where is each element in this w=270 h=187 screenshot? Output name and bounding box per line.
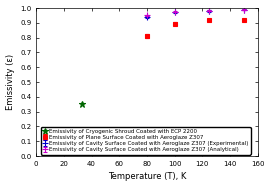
X-axis label: Temperature (T), K: Temperature (T), K: [108, 172, 186, 181]
Y-axis label: Emissivity (ε): Emissivity (ε): [6, 54, 15, 110]
Legend: Emissivity of Cryogenic Shroud Coated with ECP 2200, Emissivity of Plane Surface: Emissivity of Cryogenic Shroud Coated wi…: [41, 127, 251, 154]
